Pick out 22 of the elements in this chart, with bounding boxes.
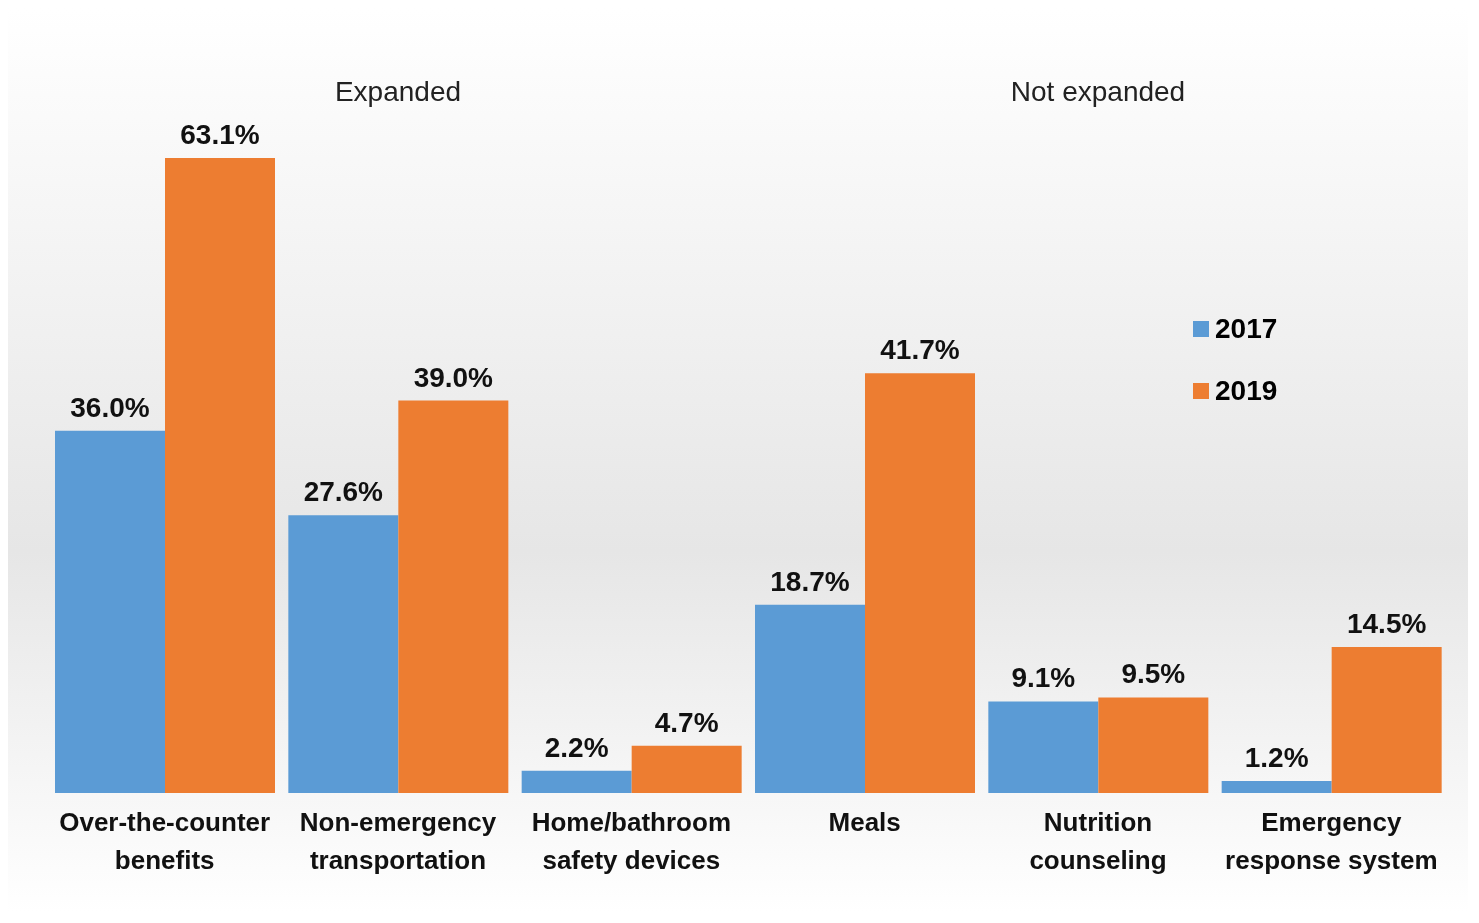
data-label: 2.2% [544, 731, 609, 763]
x-tick-label: Non-emergency transportation [299, 807, 497, 875]
data-label: 1.2% [1244, 741, 1309, 773]
data-label: 41.7% [880, 334, 960, 366]
data-label: 36.0% [70, 391, 150, 423]
x-tick-label: Home/bathroom safety devices [531, 807, 732, 875]
data-label: 18.7% [770, 565, 850, 597]
text: Expanded [333, 76, 463, 108]
legend-label: 2017 [1215, 313, 1278, 345]
data-label: 4.7% [654, 706, 719, 738]
data-label: 14.5% [1346, 608, 1427, 640]
x-tick-label: Over-the-counter benefits [59, 807, 271, 875]
legend-label: 2019 [1215, 375, 1278, 407]
x-tick-label: Emergency response system [1225, 807, 1438, 875]
data-label: 9.1% [1011, 662, 1076, 694]
data-label: 63.1% [180, 119, 260, 150]
data-label: 39.0% [413, 361, 494, 393]
x-tick-label: Nutrition counseling [1029, 807, 1167, 875]
data-label: 9.5% [1121, 658, 1186, 690]
x-tick-label: Meals [828, 807, 901, 837]
text: Not expanded [1009, 76, 1187, 108]
data-label: 27.6% [303, 476, 384, 508]
